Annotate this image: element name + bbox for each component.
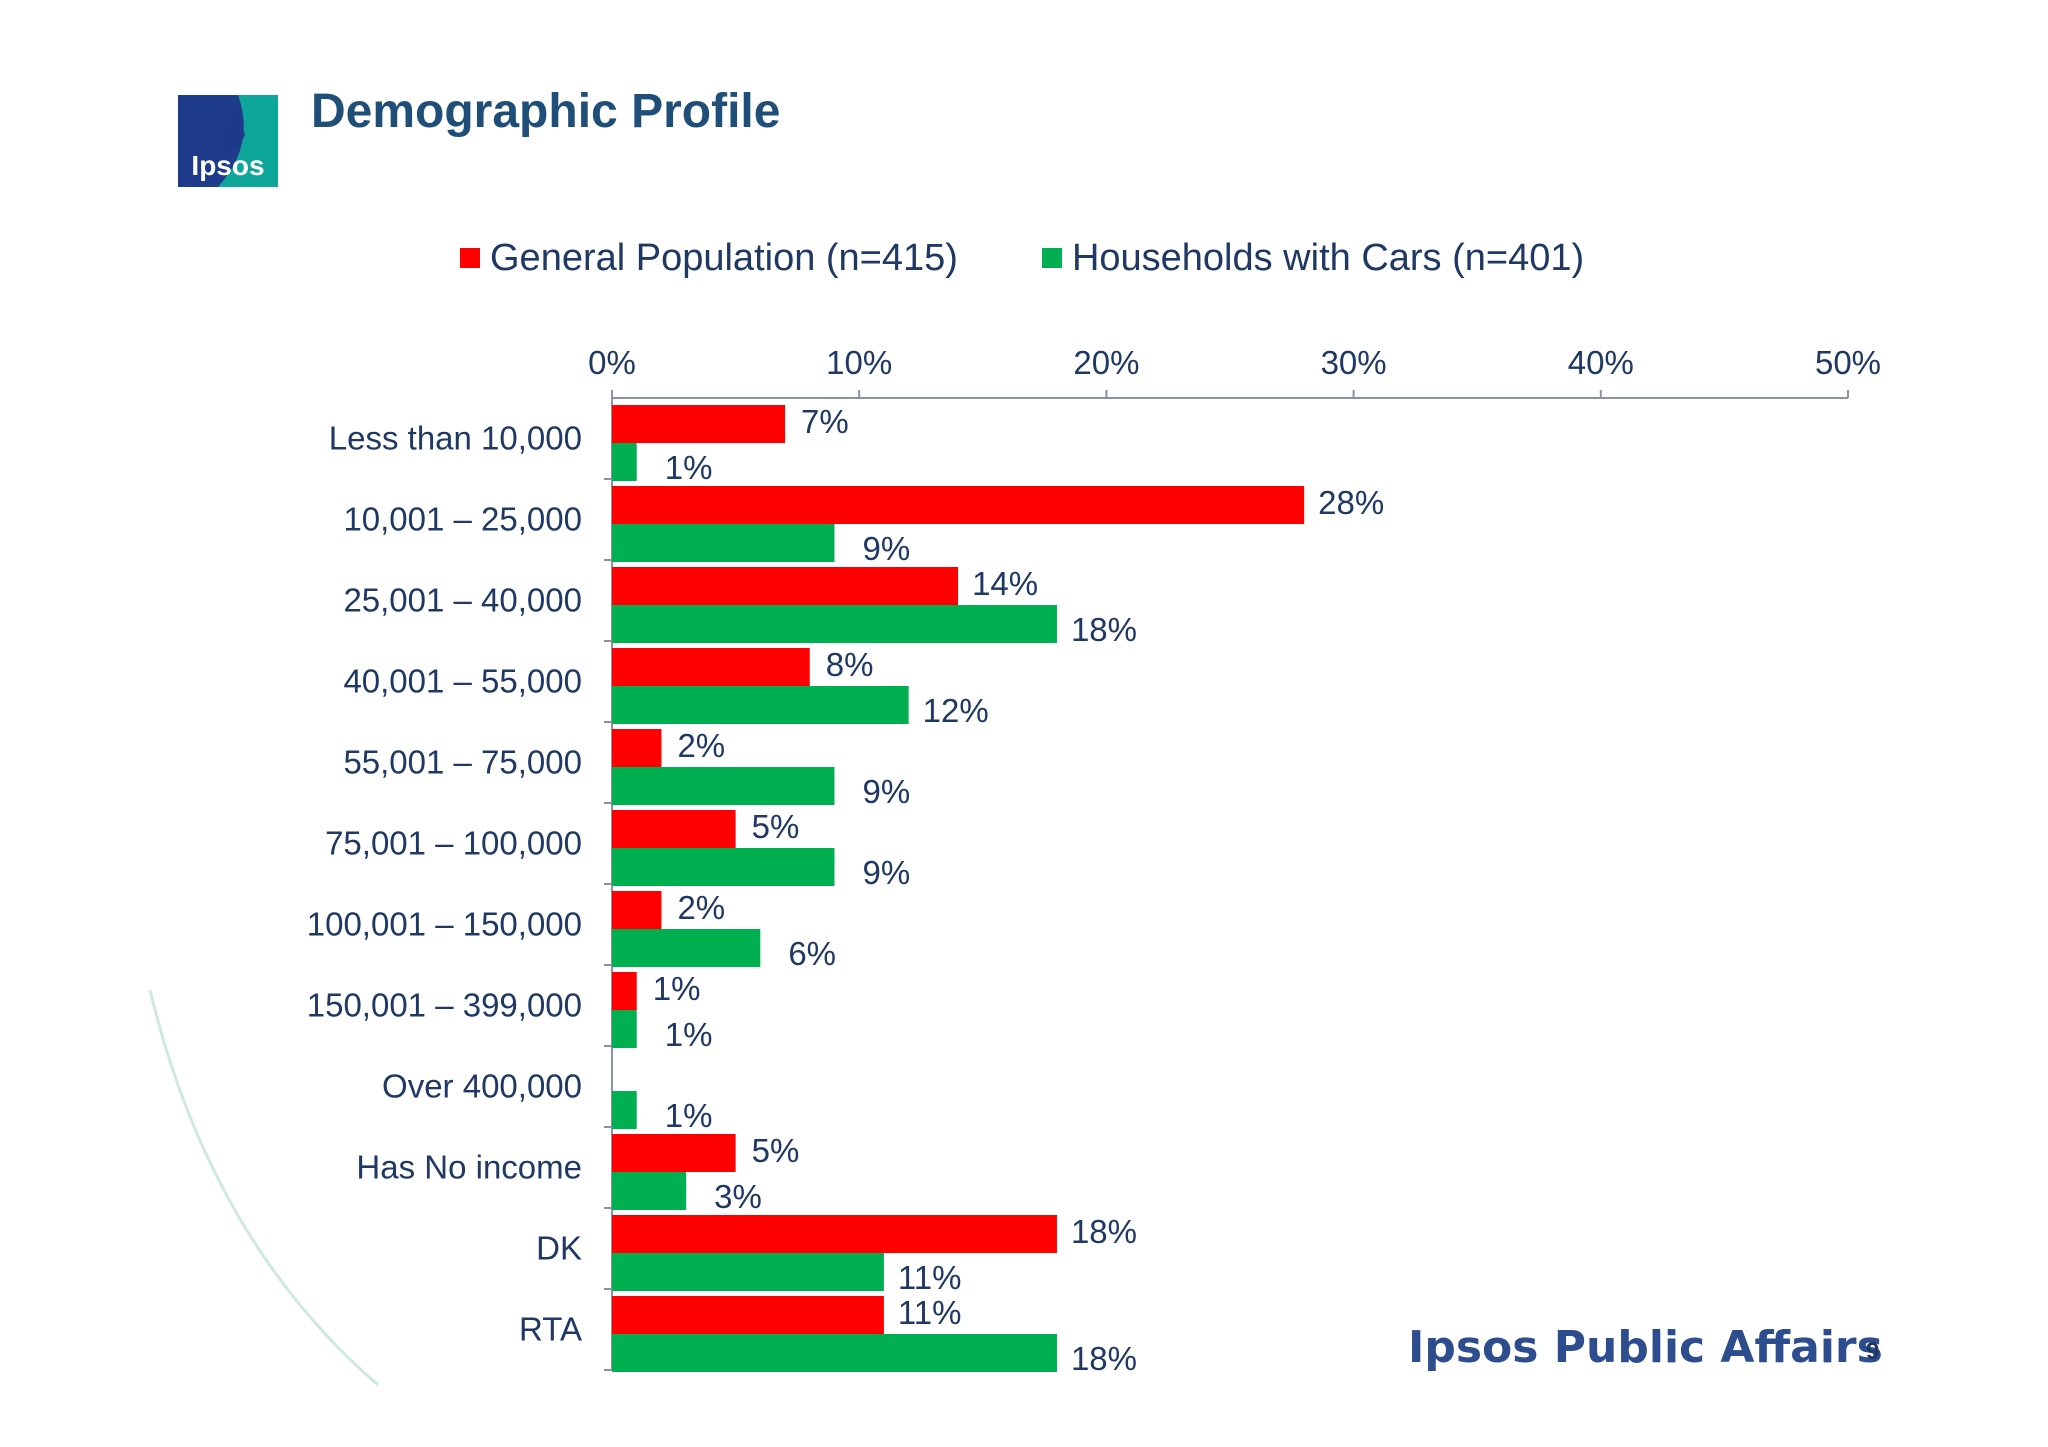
bar-households-with-cars — [612, 767, 835, 805]
bar-households-with-cars — [612, 1253, 884, 1291]
bar-general-population — [612, 1134, 736, 1172]
data-label-general-population: 18% — [1071, 1213, 1137, 1250]
data-label-households-with-cars: 9% — [862, 854, 910, 891]
bar-general-population — [612, 486, 1305, 524]
x-tick-label: 0% — [588, 344, 636, 381]
data-label-general-population: 8% — [826, 646, 874, 683]
bar-general-population — [612, 972, 637, 1010]
category-label: 100,001 – 150,000 — [307, 906, 582, 943]
category-label: 75,001 – 100,000 — [325, 825, 582, 862]
bar-households-with-cars — [612, 1091, 637, 1129]
category-label: RTA — [519, 1311, 582, 1348]
data-label-households-with-cars: 3% — [714, 1178, 762, 1215]
legend-swatch-general-population — [460, 248, 480, 268]
category-label: 55,001 – 75,000 — [343, 744, 582, 781]
data-label-households-with-cars: 18% — [1071, 1340, 1137, 1377]
data-label-households-with-cars: 18% — [1071, 611, 1137, 648]
legend-label-general-population: General Population (n=415) — [490, 236, 958, 279]
bar-general-population — [612, 1215, 1057, 1253]
x-tick-label: 50% — [1815, 344, 1881, 381]
legend-label-households-with-cars: Households with Cars (n=401) — [1071, 236, 1585, 279]
legend-swatch-households-with-cars — [1041, 248, 1062, 268]
bar-households-with-cars — [612, 848, 835, 886]
bar-general-population — [612, 567, 959, 605]
data-label-households-with-cars: 6% — [788, 935, 836, 972]
data-label-households-with-cars: 11% — [898, 1259, 962, 1296]
data-label-general-population: 5% — [752, 808, 800, 845]
bar-general-population — [612, 1296, 884, 1334]
bar-general-population — [612, 891, 662, 929]
bar-households-with-cars — [612, 1010, 637, 1048]
data-label-general-population: 11% — [898, 1294, 962, 1331]
bar-general-population — [612, 810, 736, 848]
footer-brand: Ipsos Public Affairs — [1408, 1322, 1883, 1373]
bar-households-with-cars — [612, 1172, 687, 1210]
category-label: Less than 10,000 — [329, 420, 582, 457]
page-title: Demographic Profile — [311, 85, 781, 138]
data-label-households-with-cars: 12% — [923, 692, 989, 729]
bar-households-with-cars — [612, 524, 835, 562]
bar-households-with-cars — [612, 686, 909, 724]
x-tick-label: 30% — [1321, 344, 1387, 381]
category-label: 10,001 – 25,000 — [343, 501, 582, 538]
x-tick-label: 20% — [1073, 344, 1139, 381]
ipsos-logo: Ipsos — [178, 95, 278, 187]
logo-text: Ipsos — [191, 150, 264, 181]
legend: General Population (n=415) Households wi… — [460, 228, 1668, 288]
data-label-general-population: 28% — [1318, 484, 1384, 521]
data-label-general-population: 1% — [653, 970, 701, 1007]
x-tick-label: 40% — [1568, 344, 1634, 381]
bar-general-population — [612, 729, 662, 767]
bar-general-population — [612, 648, 810, 686]
bar-households-with-cars — [612, 929, 761, 967]
category-label: 25,001 – 40,000 — [343, 582, 582, 619]
category-label: Has No income — [356, 1149, 582, 1186]
data-label-general-population: 5% — [752, 1132, 800, 1169]
data-label-general-population: 7% — [801, 403, 849, 440]
data-label-households-with-cars: 1% — [665, 449, 713, 486]
legend-item-general-population: General Population (n=415) — [460, 237, 958, 280]
data-label-general-population: 14% — [972, 565, 1038, 602]
data-label-households-with-cars: 9% — [862, 773, 910, 810]
x-tick-label: 10% — [826, 344, 892, 381]
data-label-households-with-cars: 9% — [862, 530, 910, 567]
data-label-households-with-cars: 1% — [665, 1016, 713, 1053]
data-label-households-with-cars: 1% — [665, 1097, 713, 1134]
page-number: 9 — [1866, 1338, 1880, 1365]
data-label-general-population: 2% — [677, 727, 725, 764]
category-label: Over 400,000 — [382, 1068, 582, 1105]
category-label: DK — [536, 1230, 582, 1267]
data-label-general-population: 2% — [677, 889, 725, 926]
bar-households-with-cars — [612, 443, 637, 481]
bar-households-with-cars — [612, 1334, 1057, 1372]
category-label: 150,001 – 399,000 — [307, 987, 582, 1024]
bar-general-population — [612, 405, 786, 443]
category-label: 40,001 – 55,000 — [343, 663, 582, 700]
bar-households-with-cars — [612, 605, 1057, 643]
legend-item-households-with-cars: Households with Cars (n=401) — [1041, 236, 1585, 280]
